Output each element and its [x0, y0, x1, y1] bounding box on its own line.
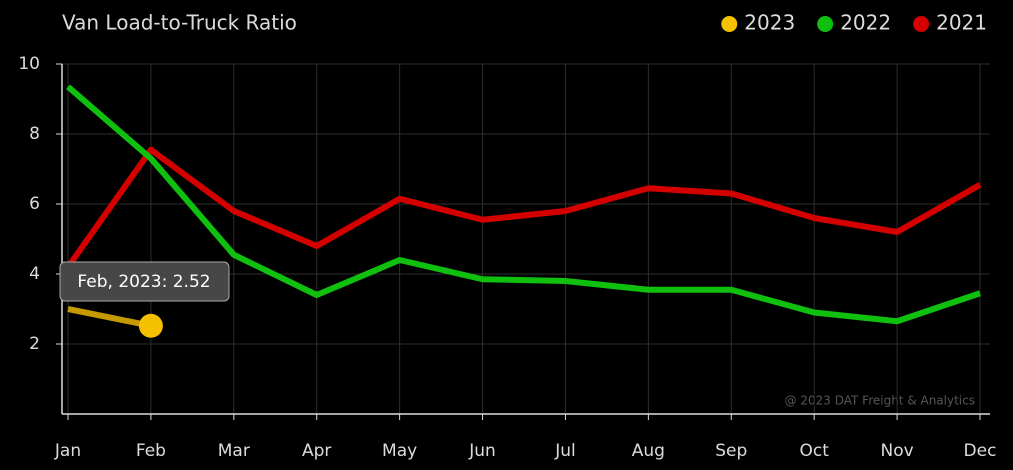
x-tick-label: Feb: [136, 441, 166, 461]
x-tick-label: Sep: [715, 441, 747, 461]
legend-swatch: [817, 16, 834, 32]
y-tick-label: 4: [29, 264, 40, 284]
x-tick-label: Aug: [632, 441, 665, 461]
x-tick-label: May: [382, 441, 417, 461]
series-line: [66, 84, 981, 325]
y-tick-label: 2: [29, 334, 40, 354]
x-tick-label: Jul: [554, 441, 576, 461]
tooltip-box: [59, 261, 230, 302]
series-line: [67, 306, 152, 329]
x-tick-label: Jan: [54, 441, 81, 461]
y-tick-label: 10: [18, 54, 40, 74]
legend-swatch: [913, 16, 930, 32]
legend-swatch: [721, 16, 738, 32]
x-tick-label: Apr: [302, 441, 331, 461]
y-tick-label: 6: [29, 194, 40, 214]
hover-point: [138, 313, 163, 338]
legend-label: 2021: [936, 11, 987, 35]
legend-label: 2023: [744, 11, 795, 35]
y-tick-label: 8: [29, 124, 40, 144]
copyright: @ 2023 DAT Freight & Analytics: [785, 394, 975, 408]
x-tick-label: Jun: [468, 441, 496, 461]
series-line: [65, 146, 982, 269]
x-tick-label: Oct: [799, 441, 829, 461]
tooltip-text: Feb, 2023: 2.52: [77, 272, 210, 292]
x-tick-label: Nov: [880, 441, 913, 461]
x-tick-label: Mar: [218, 441, 250, 461]
legend-label: 2022: [840, 11, 891, 35]
chart-title: Van Load-to-Truck Ratio: [62, 11, 297, 35]
x-tick-label: Dec: [964, 441, 997, 461]
